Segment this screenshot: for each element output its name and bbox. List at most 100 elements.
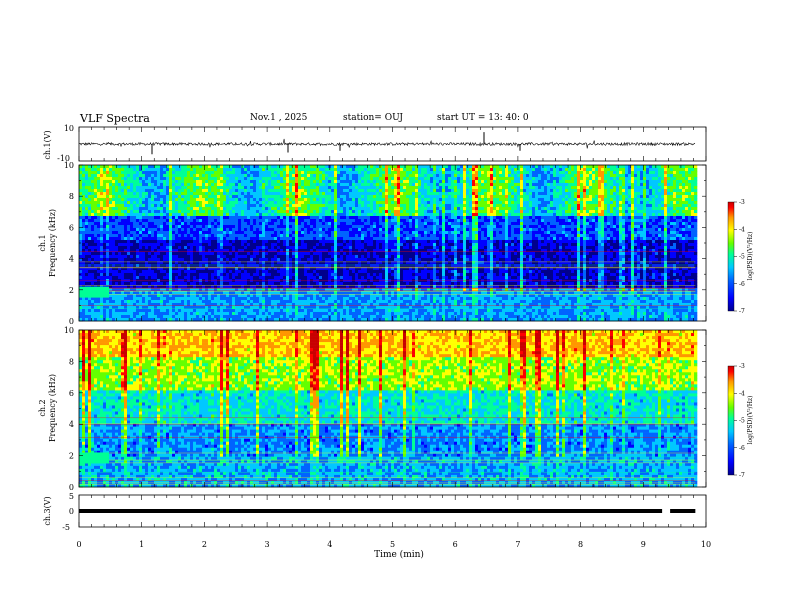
ch1spec-cell <box>184 300 187 303</box>
ch1spec-cell <box>325 189 328 192</box>
ch1spec-cell <box>214 189 217 192</box>
ch1spec-cell <box>223 270 226 273</box>
ch1spec-cell <box>181 198 184 201</box>
ch1spec-cell <box>175 174 178 177</box>
ch1spec-cell <box>346 297 349 300</box>
ch1spec-cell <box>343 252 346 255</box>
ch1spec-cell <box>115 234 118 237</box>
ch1spec-cell <box>259 207 262 210</box>
ch1spec-cell <box>109 252 112 255</box>
ch1spec-cell <box>103 228 106 231</box>
ch1spec-cell <box>238 228 241 231</box>
ch1spec-cell <box>139 258 142 261</box>
ch1spec-cell <box>307 273 310 276</box>
ch1spec-cell <box>85 315 88 318</box>
ch1spec-cell <box>298 219 301 222</box>
ch1spec-cell <box>208 252 211 255</box>
ch1spec-cell <box>316 255 319 258</box>
ch1spec-cell <box>274 276 277 279</box>
ch1spec-cell <box>82 303 85 306</box>
ch1spec-cell <box>280 186 283 189</box>
ch1spec-cell <box>340 243 343 246</box>
ch1spec-cell <box>154 177 157 180</box>
ch1spec-cell <box>286 237 289 240</box>
ch1spec-cell <box>175 267 178 270</box>
ch1spec-cell <box>184 312 187 315</box>
ch1spec-cell <box>79 174 82 177</box>
ch1spec-cell <box>163 225 166 228</box>
ch1spec-cell <box>241 219 244 222</box>
ch1spec-cell <box>226 210 229 213</box>
ch1spec-cell <box>148 222 151 225</box>
ch1spec-cell <box>289 267 292 270</box>
ch1spec-cell <box>316 282 319 285</box>
ch1spec-cell <box>325 282 328 285</box>
ch1spec-cell <box>91 201 94 204</box>
ch1spec-cell <box>106 282 109 285</box>
ch1spec-cell <box>178 210 181 213</box>
ch1spec-cell <box>127 255 130 258</box>
ch1spec-cell <box>358 249 361 252</box>
ch1spec-cell <box>211 219 214 222</box>
ch1spec-cell <box>292 213 295 216</box>
ch1spec-cell <box>172 189 175 192</box>
ch1spec-cell <box>271 306 274 309</box>
ch1spec-cell <box>88 249 91 252</box>
ch1spec-cell <box>160 306 163 309</box>
ch1spec-cell <box>103 201 106 204</box>
ch1spec-cell <box>79 222 82 225</box>
ch1spec-cell <box>196 273 199 276</box>
ch1spec-cell <box>304 300 307 303</box>
ch1spec-cell <box>316 228 319 231</box>
ch1spec-cell <box>223 174 226 177</box>
ch1spec-cell <box>85 267 88 270</box>
ch1spec-cell <box>250 186 253 189</box>
ch1spec-cell <box>100 270 103 273</box>
ch1spec-cell <box>91 171 94 174</box>
ch1spec-cell <box>199 183 202 186</box>
ch1spec-cell <box>133 228 136 231</box>
ch1spec-cell <box>289 273 292 276</box>
ch1spec-cell <box>130 192 133 195</box>
ch1spec-cell <box>313 180 316 183</box>
ch1spec-cell <box>277 273 280 276</box>
ch1spec-cell <box>79 270 82 273</box>
ch1spec-cell <box>217 234 220 237</box>
ch1spec-cell <box>127 237 130 240</box>
ch1spec-cell <box>283 312 286 315</box>
ch1spec-cell <box>172 225 175 228</box>
ch1spec-cell <box>133 192 136 195</box>
ch1spec-cell <box>286 189 289 192</box>
ch1spec-cell <box>175 183 178 186</box>
ch1spec-cell <box>97 276 100 279</box>
ch1spec-cell <box>214 258 217 261</box>
ch1spec-cell <box>277 201 280 204</box>
ch1spec-cell <box>85 228 88 231</box>
ch1spec-cell <box>235 171 238 174</box>
ch1spec-cell <box>253 300 256 303</box>
ch1spec-cell <box>280 183 283 186</box>
ch1spec-cell <box>211 255 214 258</box>
ch1spec-cell <box>202 267 205 270</box>
ch1spec-cell <box>340 186 343 189</box>
ch1spec-cell <box>199 186 202 189</box>
ch1spec-cell <box>322 213 325 216</box>
ch1spec-cell <box>205 207 208 210</box>
ch1spec-cell <box>244 201 247 204</box>
ch1spec-cell <box>85 177 88 180</box>
ch1spec-cell <box>262 225 265 228</box>
ch1spec-cell <box>295 180 298 183</box>
ch1spec-cell <box>295 297 298 300</box>
ch1spec-cell <box>109 192 112 195</box>
ch1spec-cell <box>331 216 334 219</box>
ch1spec-cell <box>340 273 343 276</box>
ch1spec-cell <box>151 276 154 279</box>
ch1spec-cell <box>229 234 232 237</box>
ch1spec-cell <box>103 243 106 246</box>
ch1spec-cell <box>121 195 124 198</box>
ch1spec-cell <box>220 210 223 213</box>
ch1spec-cell <box>97 234 100 237</box>
ch1spec-cell <box>352 216 355 219</box>
ch1spec-cell <box>223 195 226 198</box>
ch1spec-cell <box>154 213 157 216</box>
